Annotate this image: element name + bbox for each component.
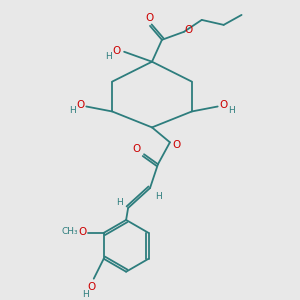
Text: H: H <box>116 197 122 206</box>
Text: H: H <box>105 52 112 61</box>
Text: O: O <box>145 13 153 23</box>
Text: CH₃: CH₃ <box>61 227 78 236</box>
Text: O: O <box>185 25 193 35</box>
Text: O: O <box>79 227 87 237</box>
Text: O: O <box>132 144 140 154</box>
Text: H: H <box>228 106 235 115</box>
Text: O: O <box>112 46 120 56</box>
Text: O: O <box>76 100 85 110</box>
Text: H: H <box>69 106 76 115</box>
Text: H: H <box>82 290 89 299</box>
Text: O: O <box>88 282 96 292</box>
Text: O: O <box>220 100 228 110</box>
Text: O: O <box>173 140 181 150</box>
Text: H: H <box>156 192 162 201</box>
